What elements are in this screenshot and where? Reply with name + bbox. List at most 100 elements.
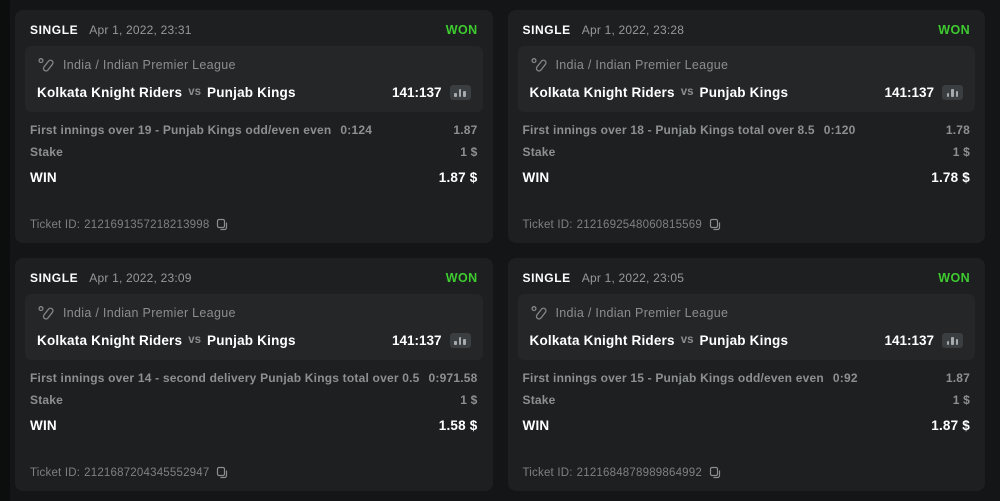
match-panel: India / Indian Premier League Kolkata Kn… bbox=[25, 46, 483, 112]
league-breadcrumb[interactable]: India / Indian Premier League bbox=[555, 58, 729, 72]
league-breadcrumb[interactable]: India / Indian Premier League bbox=[63, 58, 236, 72]
win-label: WIN bbox=[522, 418, 550, 433]
bet-odds: 1.87 bbox=[945, 371, 970, 385]
match-row: Kolkata Knight Riders vs Punjab Kings 14… bbox=[529, 82, 963, 102]
copy-icon[interactable] bbox=[216, 218, 229, 231]
status-badge: WON bbox=[445, 23, 478, 37]
stake-row: Stake 1 $ bbox=[523, 145, 971, 159]
home-team[interactable]: Kolkata Knight Riders bbox=[37, 84, 183, 100]
bet-odds: 1.58 bbox=[453, 371, 478, 385]
home-team[interactable]: Kolkata Knight Riders bbox=[529, 84, 675, 100]
win-value: 1.87 $ bbox=[931, 418, 970, 433]
stake-value: 1 $ bbox=[460, 145, 478, 159]
bet-type-label: SINGLE bbox=[522, 271, 571, 285]
bet-description: First innings over 18 - Punjab Kings tot… bbox=[522, 123, 815, 137]
match-score-group: 141:137 bbox=[391, 332, 471, 348]
league-row: India / Indian Premier League bbox=[37, 55, 471, 75]
status-badge: WON bbox=[938, 271, 970, 285]
away-team[interactable]: Punjab Kings bbox=[207, 84, 296, 100]
stake-label: Stake bbox=[522, 393, 556, 407]
win-row: WIN 1.78 $ bbox=[523, 170, 971, 185]
win-row: WIN 1.58 $ bbox=[30, 418, 478, 433]
bet-datetime: Apr 1, 2022, 23:28 bbox=[581, 23, 685, 37]
match-score-group: 141:137 bbox=[391, 84, 471, 100]
league-row: India / Indian Premier League bbox=[37, 303, 471, 323]
ticket-id-value: 2121692548060815569 bbox=[576, 218, 702, 231]
home-team[interactable]: Kolkata Knight Riders bbox=[37, 332, 183, 348]
bet-odds: 1.78 bbox=[945, 123, 970, 137]
left-edge-strip bbox=[0, 0, 10, 501]
stake-row: Stake 1 $ bbox=[523, 393, 971, 407]
win-value: 1.87 $ bbox=[438, 170, 478, 185]
cricket-bat-icon bbox=[37, 57, 54, 74]
league-breadcrumb[interactable]: India / Indian Premier League bbox=[63, 306, 236, 320]
cricket-bat-icon bbox=[530, 305, 547, 322]
bet-live-score: 0:97 bbox=[428, 371, 454, 385]
match-panel: India / Indian Premier League Kolkata Kn… bbox=[25, 294, 483, 360]
bet-selection-row: First innings over 19 - Punjab Kings odd… bbox=[30, 123, 478, 137]
status-badge: WON bbox=[445, 271, 478, 285]
bet-type-label: SINGLE bbox=[30, 23, 79, 37]
ticket-row: Ticket ID: 2121687204345552947 bbox=[25, 466, 483, 481]
match-row: Kolkata Knight Riders vs Punjab Kings 14… bbox=[37, 330, 471, 350]
win-value: 1.58 $ bbox=[438, 418, 478, 433]
bet-live-score: 0:124 bbox=[340, 123, 373, 137]
ticket-id-value: 2121684878989864992 bbox=[576, 466, 702, 479]
copy-icon[interactable] bbox=[709, 466, 722, 479]
match-panel: India / Indian Premier League Kolkata Kn… bbox=[517, 46, 975, 112]
bet-details: First innings over 14 - second delivery … bbox=[25, 360, 483, 441]
win-value: 1.78 $ bbox=[931, 170, 970, 185]
away-team[interactable]: Punjab Kings bbox=[207, 332, 296, 348]
bet-odds: 1.87 bbox=[453, 123, 478, 137]
stake-label: Stake bbox=[522, 145, 556, 159]
vs-label: vs bbox=[680, 86, 694, 98]
bar-chart-icon[interactable] bbox=[942, 84, 963, 100]
away-team[interactable]: Punjab Kings bbox=[699, 332, 789, 348]
bet-card: SINGLE Apr 1, 2022, 23:28 WON India / In… bbox=[507, 10, 985, 243]
bar-chart-icon[interactable] bbox=[449, 84, 471, 100]
bet-card: SINGLE Apr 1, 2022, 23:05 WON India / In… bbox=[507, 258, 985, 491]
ticket-row: Ticket ID: 2121691357218213998 bbox=[25, 218, 483, 233]
ticket-id-label: Ticket ID: bbox=[30, 466, 81, 479]
stake-value: 1 $ bbox=[460, 393, 478, 407]
stake-value: 1 $ bbox=[952, 145, 970, 159]
match-score: 141:137 bbox=[391, 332, 442, 348]
league-row: India / Indian Premier League bbox=[530, 303, 964, 323]
bet-card-header: SINGLE Apr 1, 2022, 23:28 WON bbox=[518, 18, 976, 42]
vs-label: vs bbox=[680, 334, 694, 346]
ticket-id-value: 2121691357218213998 bbox=[84, 218, 210, 231]
match-panel: India / Indian Premier League Kolkata Kn… bbox=[517, 294, 975, 360]
bet-type-label: SINGLE bbox=[522, 23, 571, 37]
ticket-id-value: 2121687204345552947 bbox=[84, 466, 210, 479]
bet-description: First innings over 15 - Punjab Kings odd… bbox=[522, 371, 824, 385]
ticket-row: Ticket ID: 2121692548060815569 bbox=[518, 218, 976, 233]
bet-card-header: SINGLE Apr 1, 2022, 23:05 WON bbox=[518, 266, 976, 290]
bet-datetime: Apr 1, 2022, 23:31 bbox=[89, 23, 192, 37]
away-team[interactable]: Punjab Kings bbox=[699, 84, 789, 100]
copy-icon[interactable] bbox=[709, 218, 722, 231]
bar-chart-icon[interactable] bbox=[942, 332, 963, 348]
match-score-group: 141:137 bbox=[884, 84, 963, 100]
match-score: 141:137 bbox=[391, 84, 442, 100]
stake-row: Stake 1 $ bbox=[30, 145, 478, 159]
bet-live-score: 0:92 bbox=[832, 371, 858, 385]
copy-icon[interactable] bbox=[216, 466, 229, 479]
match-row: Kolkata Knight Riders vs Punjab Kings 14… bbox=[529, 330, 963, 350]
league-row: India / Indian Premier League bbox=[530, 55, 964, 75]
match-row: Kolkata Knight Riders vs Punjab Kings 14… bbox=[37, 82, 471, 102]
bet-card-header: SINGLE Apr 1, 2022, 23:09 WON bbox=[25, 266, 483, 290]
bet-card-header: SINGLE Apr 1, 2022, 23:31 WON bbox=[25, 18, 483, 42]
ticket-id-label: Ticket ID: bbox=[522, 218, 573, 231]
bet-datetime: Apr 1, 2022, 23:05 bbox=[581, 271, 685, 285]
cricket-bat-icon bbox=[530, 57, 547, 74]
league-breadcrumb[interactable]: India / Indian Premier League bbox=[555, 306, 729, 320]
stake-row: Stake 1 $ bbox=[30, 393, 478, 407]
home-team[interactable]: Kolkata Knight Riders bbox=[529, 332, 675, 348]
win-row: WIN 1.87 $ bbox=[523, 418, 971, 433]
bar-chart-icon[interactable] bbox=[449, 332, 471, 348]
win-label: WIN bbox=[30, 170, 57, 185]
bet-selection-row: First innings over 14 - second delivery … bbox=[30, 371, 478, 385]
status-badge: WON bbox=[938, 23, 970, 37]
stake-value: 1 $ bbox=[952, 393, 970, 407]
